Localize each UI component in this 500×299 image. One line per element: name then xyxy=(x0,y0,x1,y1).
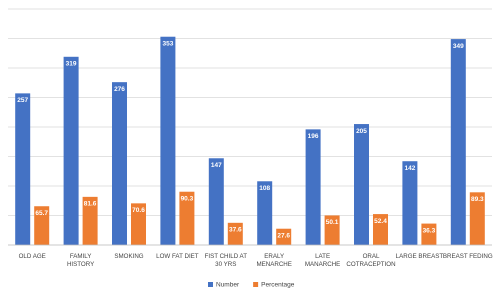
bar xyxy=(373,214,388,245)
bar xyxy=(469,192,485,245)
data-label: 205 xyxy=(356,128,367,135)
data-label: 90.3 xyxy=(181,195,194,202)
bar xyxy=(179,191,195,245)
data-label: 50.1 xyxy=(326,219,339,226)
data-label: 27.6 xyxy=(277,232,290,239)
x-tick-label: FAMILY HISTORY xyxy=(66,253,95,268)
bar xyxy=(112,82,127,245)
data-label: 89.3 xyxy=(471,196,484,203)
legend-swatch xyxy=(253,282,259,287)
data-label: 147 xyxy=(211,162,222,169)
data-label: 353 xyxy=(162,40,173,47)
bar xyxy=(324,215,340,245)
bar xyxy=(63,56,79,245)
data-label: 196 xyxy=(308,133,319,140)
bar xyxy=(257,181,273,245)
bar xyxy=(208,158,224,245)
x-tick-label: ORAL COTRACEPTION xyxy=(346,253,396,268)
data-label: 36.3 xyxy=(423,227,436,234)
x-tick-label: LARGE BREAST xyxy=(395,253,444,260)
data-label: 70.6 xyxy=(132,207,145,214)
legend-label: Percentage xyxy=(261,282,295,289)
data-label: 52.4 xyxy=(374,218,387,225)
legend-label: Number xyxy=(216,282,240,289)
x-tick-label: ERALY MENARCHE xyxy=(256,253,292,268)
bar xyxy=(131,203,146,245)
x-tick-label: BREAST FEDING xyxy=(442,253,493,260)
x-tick-label: LATE MANARCHE xyxy=(304,253,341,268)
x-tick-label: LOW FAT DIET xyxy=(156,253,199,260)
bar xyxy=(305,129,321,245)
x-tick-label: FIST CHILD AT 30 YRS xyxy=(204,253,247,268)
data-label: 276 xyxy=(114,86,125,93)
bar xyxy=(450,39,466,246)
bar xyxy=(34,206,50,245)
bar xyxy=(15,93,31,246)
legend-swatch xyxy=(208,282,213,287)
data-label: 349 xyxy=(453,43,464,50)
data-label: 257 xyxy=(17,97,28,104)
bar xyxy=(160,36,176,246)
bar xyxy=(354,124,369,245)
bar xyxy=(227,222,243,245)
data-label: 37.6 xyxy=(229,227,242,234)
data-label: 65.7 xyxy=(35,210,48,217)
x-tick-label: SMOKING xyxy=(114,253,144,260)
data-label: 142 xyxy=(404,165,415,172)
bar xyxy=(82,196,98,245)
bar xyxy=(402,161,418,245)
bar xyxy=(421,223,437,245)
data-label: 81.6 xyxy=(84,201,97,208)
x-tick-label: OLD AGE xyxy=(18,253,46,260)
data-label: 108 xyxy=(259,185,270,192)
bar xyxy=(276,228,292,245)
data-label: 319 xyxy=(66,61,77,68)
